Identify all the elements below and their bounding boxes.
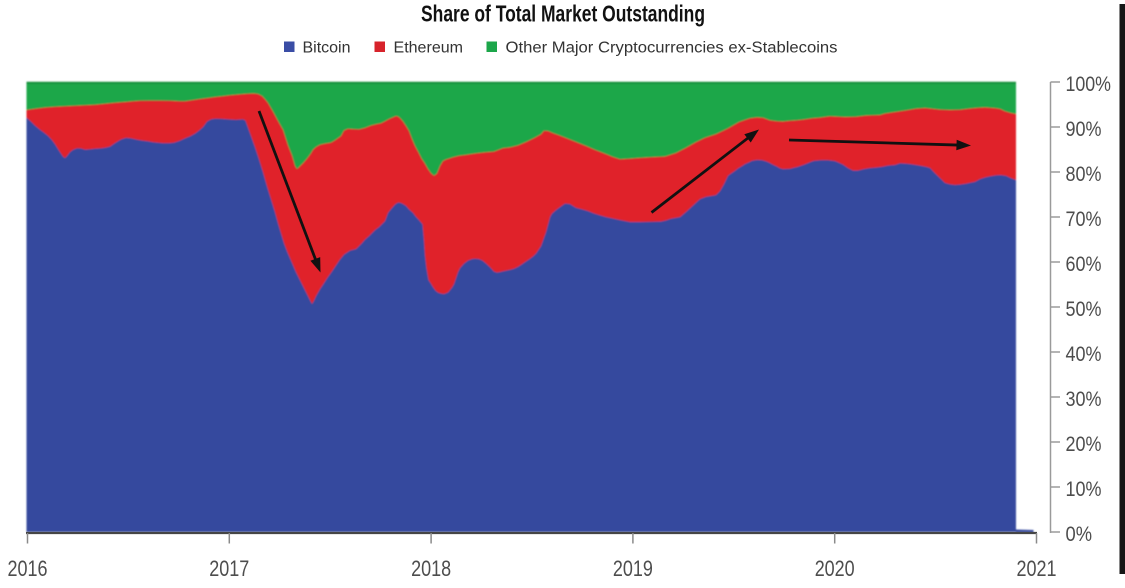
- svg-text:2019: 2019: [613, 556, 653, 581]
- svg-text:Bitcoin: Bitcoin: [303, 40, 351, 57]
- svg-text:70%: 70%: [1066, 208, 1102, 231]
- svg-text:80%: 80%: [1066, 163, 1102, 186]
- svg-text:Ethereum: Ethereum: [394, 40, 464, 57]
- svg-text:2018: 2018: [411, 556, 451, 581]
- svg-text:2016: 2016: [8, 556, 48, 581]
- svg-text:Share of Total Market Outstand: Share of Total Market Outstanding: [421, 1, 705, 27]
- svg-text:40%: 40%: [1066, 343, 1102, 366]
- svg-text:10%: 10%: [1066, 478, 1102, 501]
- svg-text:2020: 2020: [815, 556, 855, 581]
- svg-text:2021: 2021: [1017, 556, 1057, 581]
- svg-text:50%: 50%: [1066, 298, 1102, 321]
- svg-text:0%: 0%: [1066, 523, 1093, 546]
- svg-text:2017: 2017: [209, 556, 249, 581]
- svg-text:30%: 30%: [1066, 388, 1102, 411]
- svg-text:100%: 100%: [1066, 73, 1112, 96]
- svg-text:60%: 60%: [1066, 253, 1102, 276]
- svg-text:20%: 20%: [1066, 433, 1102, 456]
- svg-text:90%: 90%: [1066, 118, 1102, 141]
- svg-text:Other Major Cryptocurrencies e: Other Major Cryptocurrencies ex-Stableco…: [506, 40, 838, 57]
